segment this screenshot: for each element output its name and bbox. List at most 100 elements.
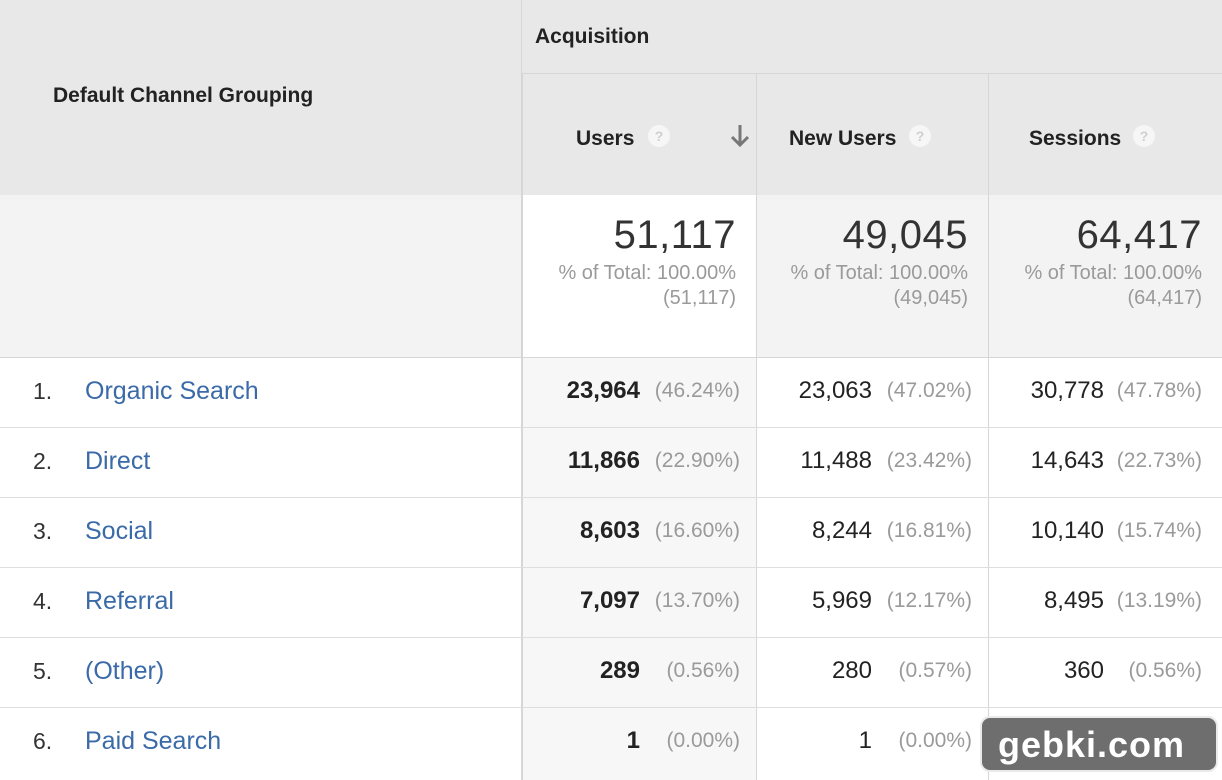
totals-label-cell <box>0 195 522 358</box>
new-users-cell: 280 (0.57%) <box>756 638 988 707</box>
sessions-total: 64,417 <box>1076 213 1202 257</box>
users-total: 51,117 <box>613 213 736 257</box>
row-index: 5. <box>33 658 53 684</box>
sessions-column-header[interactable]: Sessions ? <box>988 74 1222 195</box>
users-cell: 1 (0.00%) <box>522 708 756 780</box>
channel-cell: 1. Organic Search <box>0 358 522 427</box>
sessions-pct: (0.56%) <box>1128 659 1202 682</box>
table-row: 5. (Other) 289 (0.56%) 280 (0.57%) 360 (… <box>0 638 1222 708</box>
users-pct: (0.00%) <box>666 729 740 752</box>
sessions-cell: 10,140 (15.74%) <box>988 498 1222 567</box>
sessions-cell: 30,778 (47.78%) <box>988 358 1222 427</box>
new-users-column-header[interactable]: New Users ? <box>756 74 988 195</box>
users-cell: 8,603 (16.60%) <box>522 498 756 567</box>
users-cell: 11,866 (22.90%) <box>522 428 756 497</box>
new-users-pct: (16.81%) <box>886 519 972 542</box>
new-users-value: 1 <box>858 727 872 754</box>
new-users-total: 49,045 <box>842 213 968 257</box>
new-users-column-label: New Users <box>789 127 897 150</box>
new-users-total-pct-line: % of Total: 100.00% <box>790 262 968 284</box>
users-value: 23,964 <box>566 377 640 404</box>
new-users-cell: 11,488 (23.42%) <box>756 428 988 497</box>
channel-cell: 4. Referral <box>0 568 522 637</box>
sessions-column-label: Sessions <box>1029 127 1122 150</box>
users-help-icon[interactable]: ? <box>648 125 670 147</box>
watermark-text: gebki.com <box>998 724 1186 765</box>
sessions-value: 10,140 <box>1030 517 1104 544</box>
row-index: 1. <box>33 378 53 404</box>
new-users-value: 280 <box>831 657 872 684</box>
new-users-value: 11,488 <box>800 447 872 474</box>
channel-link-other[interactable]: (Other) <box>85 657 165 685</box>
new-users-pct: (23.42%) <box>886 449 972 472</box>
users-pct: (0.56%) <box>666 659 740 682</box>
new-users-help-icon[interactable]: ? <box>909 125 931 147</box>
table-row: 3. Social 8,603 (16.60%) 8,244 (16.81%) … <box>0 498 1222 568</box>
sessions-pct: (13.19%) <box>1116 589 1202 612</box>
sessions-value: 14,643 <box>1030 447 1104 474</box>
sessions-cell: 14,643 (22.73%) <box>988 428 1222 497</box>
sessions-cell: 8,495 (13.19%) <box>988 568 1222 637</box>
channel-link-organic-search[interactable]: Organic Search <box>85 377 259 405</box>
arrow-down-icon[interactable] <box>729 122 751 150</box>
sessions-pct: (47.78%) <box>1116 379 1202 402</box>
table-row: 4. Referral 7,097 (13.70%) 5,969 (12.17%… <box>0 568 1222 638</box>
new-users-value: 5,969 <box>811 587 872 614</box>
users-pct: (13.70%) <box>654 589 740 612</box>
users-column-header[interactable]: Users ? <box>522 74 756 195</box>
channel-link-referral[interactable]: Referral <box>85 587 174 615</box>
new-users-pct: (47.02%) <box>886 379 972 402</box>
new-users-total-pct: % of Total: 100.00% (49,045) <box>790 261 968 311</box>
sessions-value: 8,495 <box>1043 587 1104 614</box>
users-value: 7,097 <box>579 587 640 614</box>
users-cell: 23,964 (46.24%) <box>522 358 756 427</box>
watermark-badge: gebki.com <box>980 716 1218 772</box>
users-total-abs-line: (51,117) <box>662 287 736 309</box>
new-users-value: 23,063 <box>798 377 872 404</box>
sessions-help-icon[interactable]: ? <box>1133 125 1155 147</box>
channel-cell: 3. Social <box>0 498 522 567</box>
channel-cell: 6. Paid Search <box>0 708 522 780</box>
sessions-total-cell: 64,417 % of Total: 100.00% (64,417) <box>988 195 1222 358</box>
new-users-cell: 23,063 (47.02%) <box>756 358 988 427</box>
new-users-cell: 1 (0.00%) <box>756 708 988 780</box>
new-users-value: 8,244 <box>811 517 872 544</box>
row-index: 4. <box>33 588 53 614</box>
new-users-cell: 8,244 (16.81%) <box>756 498 988 567</box>
sessions-total-pct: % of Total: 100.00% (64,417) <box>1024 261 1202 311</box>
users-cell: 7,097 (13.70%) <box>522 568 756 637</box>
new-users-pct: (0.00%) <box>898 729 972 752</box>
users-value: 11,866 <box>567 447 640 474</box>
dimension-header[interactable]: Default Channel Grouping <box>0 0 522 195</box>
users-column-label: Users <box>576 127 635 150</box>
row-index: 3. <box>33 518 53 544</box>
table-row: 2. Direct 11,866 (22.90%) 11,488 (23.42%… <box>0 428 1222 498</box>
table-row: 1. Organic Search 23,964 (46.24%) 23,063… <box>0 358 1222 428</box>
sessions-pct: (15.74%) <box>1116 519 1202 542</box>
users-pct: (46.24%) <box>654 379 740 402</box>
channel-cell: 2. Direct <box>0 428 522 497</box>
new-users-pct: (0.57%) <box>898 659 972 682</box>
row-index: 6. <box>33 728 53 754</box>
channel-link-social[interactable]: Social <box>85 517 154 545</box>
channel-link-direct[interactable]: Direct <box>85 447 151 475</box>
sessions-value: 360 <box>1063 657 1104 684</box>
acquisition-label: Acquisition <box>535 25 650 48</box>
new-users-pct: (12.17%) <box>886 589 972 612</box>
users-total-pct: % of Total: 100.00% (51,117) <box>558 261 736 311</box>
channel-cell: 5. (Other) <box>0 638 522 707</box>
users-pct: (16.60%) <box>654 519 740 542</box>
users-value: 289 <box>599 657 640 684</box>
sessions-value: 30,778 <box>1030 377 1104 404</box>
dimension-header-label: Default Channel Grouping <box>53 84 314 107</box>
sessions-cell: 360 (0.56%) <box>988 638 1222 707</box>
new-users-total-cell: 49,045 % of Total: 100.00% (49,045) <box>756 195 988 358</box>
sessions-total-abs-line: (64,417) <box>1127 287 1203 309</box>
users-value: 8,603 <box>579 517 640 544</box>
new-users-cell: 5,969 (12.17%) <box>756 568 988 637</box>
sessions-pct: (22.73%) <box>1116 449 1202 472</box>
channel-link-paid-search[interactable]: Paid Search <box>85 727 222 755</box>
users-total-cell: 51,117 % of Total: 100.00% (51,117) <box>522 195 756 358</box>
users-pct: (22.90%) <box>654 449 740 472</box>
